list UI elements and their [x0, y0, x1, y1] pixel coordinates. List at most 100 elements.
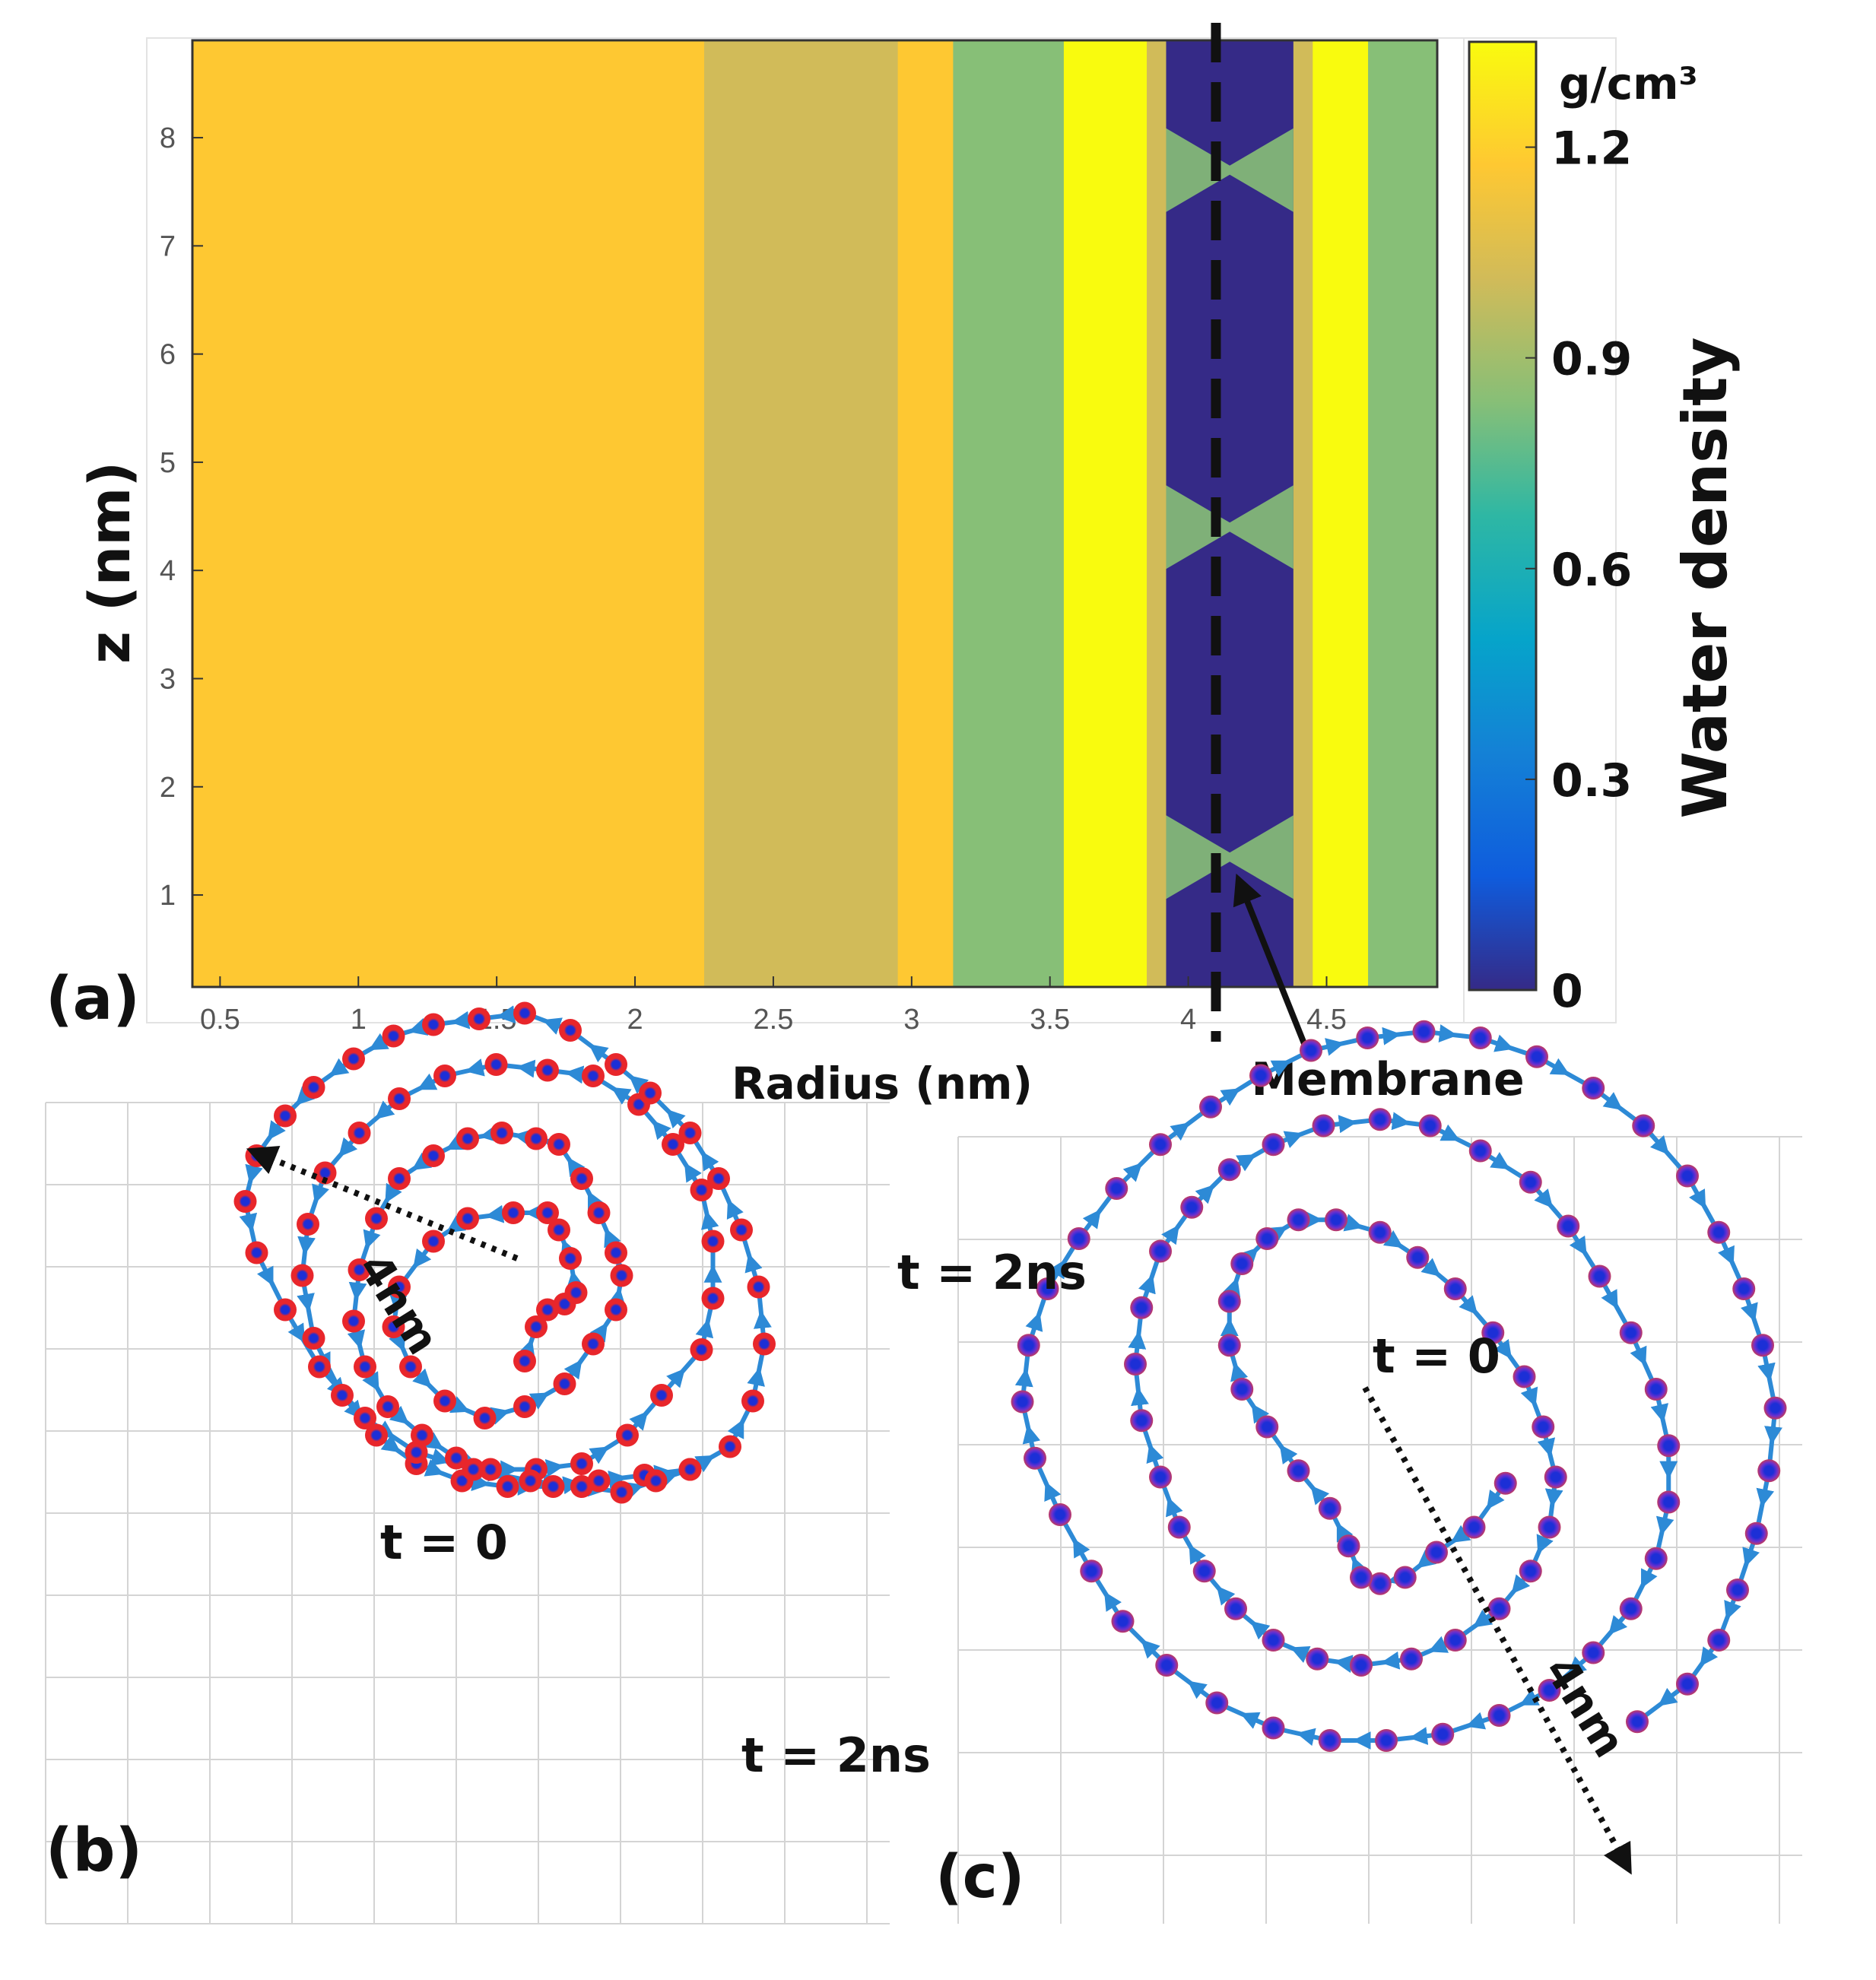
- density-band-3: [897, 40, 954, 987]
- trajectory-point: [1493, 1471, 1517, 1495]
- trajectory-point: [587, 1201, 611, 1224]
- trajectory-point: [513, 1001, 536, 1025]
- trajectory-point: [1262, 1716, 1285, 1740]
- trajectory-point: [616, 1423, 639, 1447]
- colorbar-tick-label: 0.9: [1551, 333, 1632, 386]
- x-tick-label: 4: [1180, 1004, 1196, 1036]
- trajectory-point: [405, 1441, 428, 1464]
- y-tick-label: 2: [160, 772, 176, 804]
- trajectory-point: [548, 1133, 570, 1156]
- trajectory-point: [1350, 1566, 1373, 1589]
- trajectory-point: [274, 1104, 297, 1128]
- trajectory-point: [1312, 1114, 1335, 1138]
- trajectory-point: [473, 1407, 497, 1429]
- colorbar-tick-label: 0: [1551, 965, 1583, 1018]
- trajectory-point: [274, 1298, 297, 1322]
- trajectory-point: [559, 1247, 582, 1270]
- trajectory-point: [1582, 1077, 1605, 1099]
- trajectory-point: [564, 1281, 588, 1304]
- panel-label-b: (b): [46, 1817, 142, 1885]
- trajectory-point: [1519, 1560, 1542, 1583]
- trajectory-point: [233, 1190, 257, 1213]
- x-axis-title: Radius (nm): [732, 1058, 1033, 1109]
- panel-b-path: [233, 1001, 776, 1504]
- y-tick-label: 7: [160, 230, 176, 262]
- panel-b-trajectory: 4nm t = 0 t = 2ns (b): [45, 1001, 931, 1924]
- trajectory-point: [1513, 1365, 1536, 1388]
- trajectory-point: [388, 1167, 411, 1190]
- x-tick-label: 1: [351, 1004, 367, 1036]
- y-tick-label: 8: [160, 122, 176, 154]
- trajectory-point: [525, 1127, 548, 1150]
- trajectory-point: [1217, 1158, 1241, 1182]
- trajectory-point: [690, 1338, 713, 1361]
- trajectory-point: [348, 1258, 371, 1281]
- density-band-5: [1063, 40, 1148, 987]
- trajectory-point: [245, 1241, 268, 1264]
- y-tick-label: 4: [160, 555, 176, 587]
- trajectory-point: [1443, 1629, 1467, 1652]
- trajectory-point: [548, 1218, 570, 1242]
- trajectory-point: [1224, 1597, 1247, 1620]
- trajectory-point: [1318, 1496, 1341, 1520]
- trajectory-point: [519, 1469, 542, 1493]
- trajectory-point: [1400, 1647, 1423, 1671]
- trajectory-point: [1111, 1610, 1135, 1633]
- y-axis-ticks: 1 2 3 4 5 6 7 8: [160, 122, 203, 912]
- trajectory-point: [1588, 1264, 1611, 1288]
- trajectory-point: [605, 1298, 627, 1322]
- trajectory-point: [1707, 1220, 1731, 1244]
- trajectory-point: [388, 1087, 411, 1110]
- membrane-neck-1: [1166, 485, 1294, 570]
- trajectory-point: [1757, 1459, 1781, 1483]
- trajectory-point: [1080, 1560, 1103, 1583]
- trajectory-point: [1487, 1597, 1511, 1620]
- density-band-0: [192, 40, 705, 987]
- panel-c-start-label: t = 0: [1373, 1328, 1500, 1384]
- x-tick-label: 3.5: [1030, 1004, 1070, 1036]
- trajectory-point: [1619, 1321, 1643, 1344]
- colorbar-ticks: 0 0.3 0.6 0.9 1.2: [1525, 122, 1632, 1018]
- trajectory-point: [1763, 1396, 1787, 1420]
- trajectory-point: [525, 1315, 548, 1338]
- trajectory-point: [1105, 1177, 1128, 1200]
- trajectory-point: [605, 1241, 627, 1264]
- trajectory-point: [1149, 1133, 1172, 1157]
- membrane-neck-2: [1166, 128, 1294, 212]
- trajectory-point: [513, 1350, 536, 1372]
- trajectory-point: [644, 1469, 668, 1493]
- panel-b-grid: [45, 1102, 890, 1924]
- trajectory-point: [1230, 1378, 1254, 1401]
- trajectory-point: [1532, 1415, 1555, 1439]
- trajectory-point: [468, 1007, 490, 1030]
- trajectory-point: [456, 1207, 479, 1230]
- trajectory-point: [1519, 1170, 1542, 1194]
- trajectory-point: [639, 1081, 662, 1105]
- trajectory-point: [382, 1315, 405, 1338]
- trajectory-point: [1205, 1691, 1229, 1715]
- colorbar-title: Water density: [1670, 337, 1741, 818]
- y-axis-title: z (nm): [78, 462, 143, 664]
- trajectory-point: [678, 1458, 702, 1481]
- trajectory-point: [1544, 1465, 1567, 1489]
- y-tick-label: 3: [160, 663, 176, 695]
- trajectory-point: [1425, 1541, 1448, 1564]
- trajectory-point: [553, 1372, 576, 1395]
- trajectory-point: [354, 1407, 376, 1429]
- trajectory-point: [1262, 1629, 1285, 1652]
- trajectory-point: [1632, 1114, 1655, 1138]
- trajectory-point: [610, 1264, 633, 1287]
- trajectory-point: [1217, 1290, 1241, 1313]
- colorbar-unit: g/cm³: [1559, 58, 1698, 109]
- trajectory-point: [354, 1355, 376, 1379]
- trajectory-point: [365, 1423, 388, 1447]
- trajectory-point: [1487, 1704, 1511, 1727]
- trajectory-point: [1300, 1039, 1322, 1062]
- trajectory-point: [1368, 1220, 1392, 1244]
- density-band-9: [1313, 40, 1370, 987]
- trajectory-point: [399, 1355, 422, 1379]
- trajectory-point: [536, 1201, 559, 1224]
- trajectory-point: [433, 1065, 456, 1087]
- trajectory-point: [1124, 1353, 1147, 1376]
- trajectory-point: [570, 1167, 593, 1190]
